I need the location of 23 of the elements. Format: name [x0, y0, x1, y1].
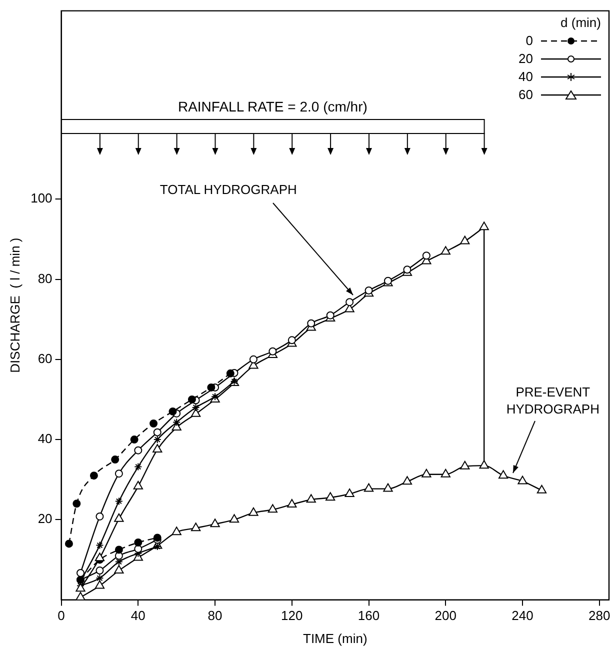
- y-tick-label: 100: [30, 190, 52, 206]
- annotation: RAINFALL RATE = 2.0 (cm/hr): [178, 98, 368, 115]
- x-tick-label: 40: [130, 608, 146, 624]
- annotation: TOTAL HYDROGRAPH: [160, 182, 297, 197]
- x-tick-label: 240: [512, 608, 534, 624]
- legend-label: 40: [518, 69, 533, 84]
- y-tick-label: 80: [38, 270, 52, 286]
- legend-title: d (min): [560, 14, 601, 30]
- legend-label: 60: [518, 87, 533, 102]
- legend-label: 0: [524, 33, 533, 48]
- legend-label: 20: [518, 51, 533, 66]
- x-tick-label: 80: [208, 608, 222, 624]
- y-tick-label: 60: [38, 350, 52, 366]
- y-tick-label: 40: [38, 431, 52, 446]
- y-tick-label: 20: [38, 511, 52, 526]
- x-tick-label: 120: [281, 608, 303, 624]
- x-tick-label: 160: [358, 608, 380, 624]
- x-tick-label: 0: [58, 608, 65, 624]
- x-axis-title: TIME (min): [303, 630, 368, 646]
- y-axis-title: DISCHARGE ( l / min ): [7, 238, 22, 373]
- x-tick-label: 280: [588, 608, 610, 624]
- x-tick-label: 200: [434, 608, 456, 624]
- annotation: PRE-EVENT HYDROGRAPH: [506, 384, 600, 416]
